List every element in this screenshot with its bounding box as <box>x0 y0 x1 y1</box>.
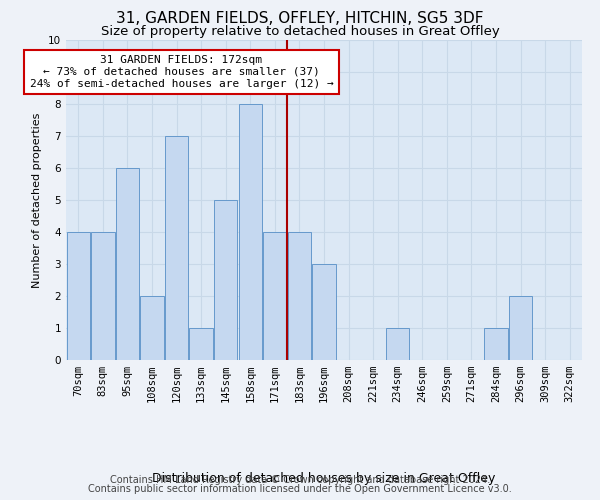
Bar <box>509 296 532 360</box>
Bar <box>484 328 508 360</box>
Text: Size of property relative to detached houses in Great Offley: Size of property relative to detached ho… <box>101 25 499 38</box>
Bar <box>116 168 139 360</box>
Text: Contains HM Land Registry data © Crown copyright and database right 2024.: Contains HM Land Registry data © Crown c… <box>110 475 490 485</box>
Bar <box>214 200 238 360</box>
Text: 31, GARDEN FIELDS, OFFLEY, HITCHIN, SG5 3DF: 31, GARDEN FIELDS, OFFLEY, HITCHIN, SG5 … <box>116 11 484 26</box>
Bar <box>313 264 335 360</box>
Bar <box>386 328 409 360</box>
Bar <box>91 232 115 360</box>
Bar <box>288 232 311 360</box>
Bar <box>239 104 262 360</box>
Bar <box>190 328 213 360</box>
Text: Contains public sector information licensed under the Open Government Licence v3: Contains public sector information licen… <box>88 484 512 494</box>
Bar <box>165 136 188 360</box>
Bar <box>140 296 164 360</box>
X-axis label: Distribution of detached houses by size in Great Offley: Distribution of detached houses by size … <box>152 472 496 485</box>
Text: 31 GARDEN FIELDS: 172sqm
← 73% of detached houses are smaller (37)
24% of semi-d: 31 GARDEN FIELDS: 172sqm ← 73% of detach… <box>29 56 334 88</box>
Bar <box>67 232 90 360</box>
Bar <box>263 232 287 360</box>
Y-axis label: Number of detached properties: Number of detached properties <box>32 112 43 288</box>
